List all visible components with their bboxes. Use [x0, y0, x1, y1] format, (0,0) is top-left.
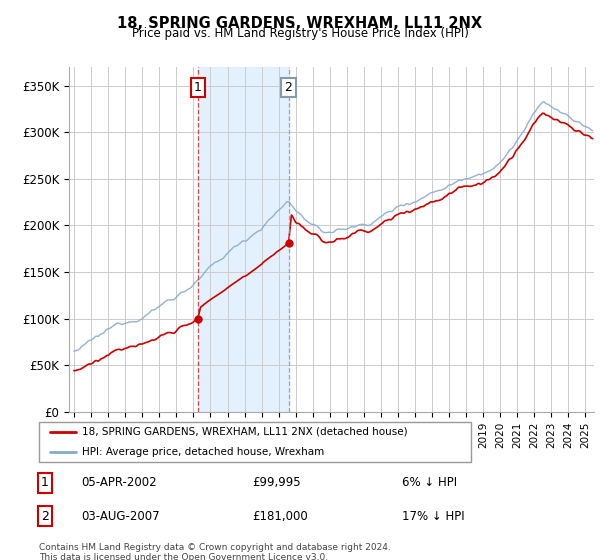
- Text: HPI: Average price, detached house, Wrexham: HPI: Average price, detached house, Wrex…: [82, 447, 325, 457]
- Bar: [198, 67, 289, 412]
- Text: 2: 2: [284, 81, 292, 94]
- FancyBboxPatch shape: [39, 422, 471, 462]
- Text: 18, SPRING GARDENS, WREXHAM, LL11 2NX: 18, SPRING GARDENS, WREXHAM, LL11 2NX: [118, 16, 482, 31]
- Text: 03-AUG-2007: 03-AUG-2007: [81, 510, 160, 523]
- Text: 6% ↓ HPI: 6% ↓ HPI: [402, 476, 457, 489]
- Text: 18, SPRING GARDENS, WREXHAM, LL11 2NX (detached house): 18, SPRING GARDENS, WREXHAM, LL11 2NX (d…: [82, 427, 408, 437]
- Text: 17% ↓ HPI: 17% ↓ HPI: [402, 510, 464, 523]
- Text: £99,995: £99,995: [252, 476, 301, 489]
- Text: Contains HM Land Registry data © Crown copyright and database right 2024.: Contains HM Land Registry data © Crown c…: [39, 543, 391, 552]
- Text: Price paid vs. HM Land Registry's House Price Index (HPI): Price paid vs. HM Land Registry's House …: [131, 27, 469, 40]
- Text: 1: 1: [41, 476, 49, 489]
- Text: This data is licensed under the Open Government Licence v3.0.: This data is licensed under the Open Gov…: [39, 553, 328, 560]
- Text: 2: 2: [41, 510, 49, 523]
- Text: 1: 1: [194, 81, 202, 94]
- Text: £181,000: £181,000: [252, 510, 308, 523]
- Text: 05-APR-2002: 05-APR-2002: [81, 476, 157, 489]
